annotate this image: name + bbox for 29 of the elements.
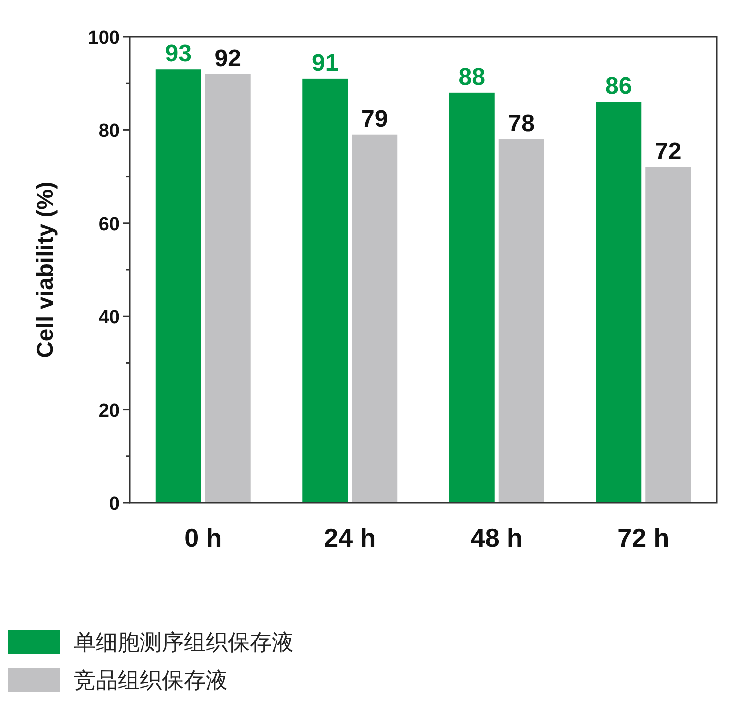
bar (646, 167, 692, 503)
legend-label: 单细胞测序组织保存液 (74, 630, 294, 655)
y-tick-label: 0 (109, 494, 120, 515)
data-label: 88 (458, 64, 486, 91)
data-label: 92 (214, 45, 242, 72)
x-tick-label: 48 h (470, 523, 523, 553)
y-axis-title: Cell viability (%) (32, 182, 58, 358)
y-tick-label: 60 (98, 214, 120, 236)
y-tick-label: 20 (98, 400, 120, 422)
bar (302, 78, 348, 503)
data-label: 93 (165, 40, 192, 68)
data-label: 86 (606, 73, 632, 100)
data-label: 91 (312, 50, 339, 77)
bar (449, 92, 495, 503)
x-tick-label: 0 h (184, 523, 222, 553)
bar (205, 74, 251, 503)
bar (156, 70, 202, 503)
y-tick-label: 80 (98, 121, 120, 142)
data-label: 72 (655, 138, 682, 166)
bar (498, 140, 544, 503)
y-tick-label: 40 (98, 308, 120, 329)
y-tick-label: 100 (88, 28, 120, 49)
data-label: 79 (362, 106, 388, 133)
bar (352, 134, 398, 503)
x-tick-label: 24 h (324, 523, 376, 553)
x-tick-label: 72 h (618, 523, 670, 553)
data-label: 78 (508, 110, 535, 138)
bar (596, 102, 642, 503)
legend-label: 竞品组织保存液 (74, 668, 228, 693)
